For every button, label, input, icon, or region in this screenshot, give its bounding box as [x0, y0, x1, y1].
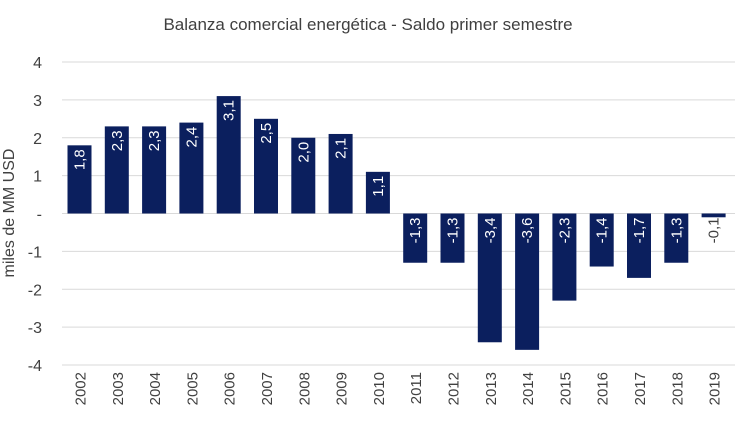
x-tick-label: 2014 [520, 372, 537, 405]
chart-title: Balanza comercial energética - Saldo pri… [163, 15, 572, 34]
data-label: -1,4 [594, 218, 611, 244]
x-tick-label: 2007 [259, 372, 276, 405]
bar-2006 [216, 96, 241, 214]
x-tick-label: 2012 [446, 372, 463, 405]
bar-2013 [477, 213, 502, 343]
y-tick-label: -3 [28, 320, 42, 337]
x-tick-label: 2013 [483, 372, 500, 405]
x-tick-label: 2005 [184, 372, 201, 405]
x-tick-label: 2011 [408, 372, 425, 404]
y-tick-label: 3 [33, 93, 42, 110]
y-tick-label: 1 [33, 169, 42, 186]
data-label: 2,1 [333, 138, 350, 159]
x-tick-label: 2018 [669, 372, 686, 405]
data-label: 2,3 [146, 130, 163, 151]
data-label: 2,5 [258, 123, 275, 144]
data-label: -1,7 [631, 218, 648, 244]
data-label: -2,3 [556, 218, 573, 244]
bar-2007 [254, 118, 278, 214]
data-label: 2,0 [295, 142, 312, 163]
bar-2003 [104, 126, 129, 214]
bar-2019 [701, 213, 726, 218]
x-tick-label: 2003 [110, 372, 127, 405]
bar-2010 [365, 171, 390, 214]
x-tick-label: 2019 [707, 372, 724, 405]
bar-2004 [142, 126, 167, 214]
y-tick-label: -4 [28, 358, 42, 375]
y-tick-label: -2 [28, 282, 42, 299]
data-label: -3,4 [482, 218, 499, 244]
y-tick-label: 4 [33, 55, 42, 72]
data-label: 3,1 [221, 100, 238, 121]
bar-2009 [328, 133, 353, 214]
x-tick-label: 2006 [222, 372, 239, 405]
x-tick-label: 2008 [296, 372, 313, 405]
x-tick-label: 2010 [371, 372, 388, 405]
bar-2017 [627, 213, 651, 278]
x-tick-label: 2015 [557, 372, 574, 405]
bar-2015 [552, 213, 577, 301]
bar-2014 [515, 213, 540, 350]
data-label: 2,3 [109, 130, 126, 151]
data-label: -1,3 [445, 218, 462, 244]
data-label: 1,1 [370, 176, 387, 197]
x-tick-label: 2004 [147, 372, 164, 405]
bar-2005 [179, 122, 204, 214]
y-axis-label: miles de MM USD [1, 149, 18, 278]
y-tick-label: - [37, 207, 42, 224]
bar-2008 [291, 137, 316, 214]
x-tick-label: 2002 [73, 372, 90, 405]
x-tick-label: 2009 [334, 372, 351, 405]
y-tick-label: -1 [28, 244, 42, 261]
bar-2018 [664, 213, 689, 263]
bar-2012 [440, 213, 465, 263]
data-label: -3,6 [519, 218, 536, 244]
data-label: -1,3 [668, 218, 685, 244]
data-label: 2,4 [183, 127, 200, 148]
x-tick-label: 2017 [632, 372, 649, 405]
y-tick-label: 2 [33, 131, 42, 148]
bar-2002 [67, 145, 92, 214]
x-tick-label: 2016 [595, 372, 612, 405]
bar-2011 [403, 213, 428, 263]
data-label: -0,1 [706, 218, 723, 244]
data-label: 1,8 [72, 149, 89, 170]
bar-2016 [589, 213, 614, 267]
data-label: -1,3 [407, 218, 424, 244]
